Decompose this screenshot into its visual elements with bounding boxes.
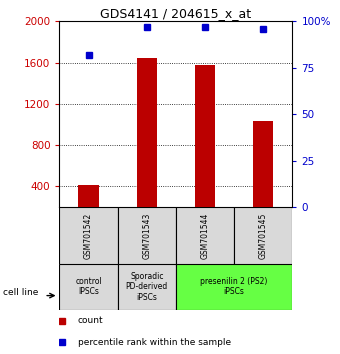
Bar — [195, 65, 215, 207]
Text: cell line: cell line — [3, 287, 39, 297]
Bar — [59, 207, 118, 264]
Text: GSM701544: GSM701544 — [201, 212, 209, 259]
Bar — [176, 264, 292, 310]
Bar — [176, 207, 234, 264]
Bar — [253, 121, 273, 207]
Bar — [234, 207, 292, 264]
Text: percentile rank within the sample: percentile rank within the sample — [78, 338, 231, 347]
Title: GDS4141 / 204615_x_at: GDS4141 / 204615_x_at — [100, 7, 252, 20]
Text: GSM701542: GSM701542 — [84, 212, 93, 258]
Text: presenilin 2 (PS2)
iPSCs: presenilin 2 (PS2) iPSCs — [201, 277, 268, 296]
Bar — [118, 207, 176, 264]
Bar — [118, 264, 176, 310]
Bar — [59, 264, 118, 310]
Bar — [79, 185, 99, 207]
Text: control
IPSCs: control IPSCs — [75, 277, 102, 296]
Text: GSM701543: GSM701543 — [142, 212, 151, 259]
Text: GSM701545: GSM701545 — [259, 212, 268, 259]
Text: count: count — [78, 316, 103, 325]
Bar — [137, 58, 157, 207]
Text: Sporadic
PD-derived
iPSCs: Sporadic PD-derived iPSCs — [126, 272, 168, 302]
